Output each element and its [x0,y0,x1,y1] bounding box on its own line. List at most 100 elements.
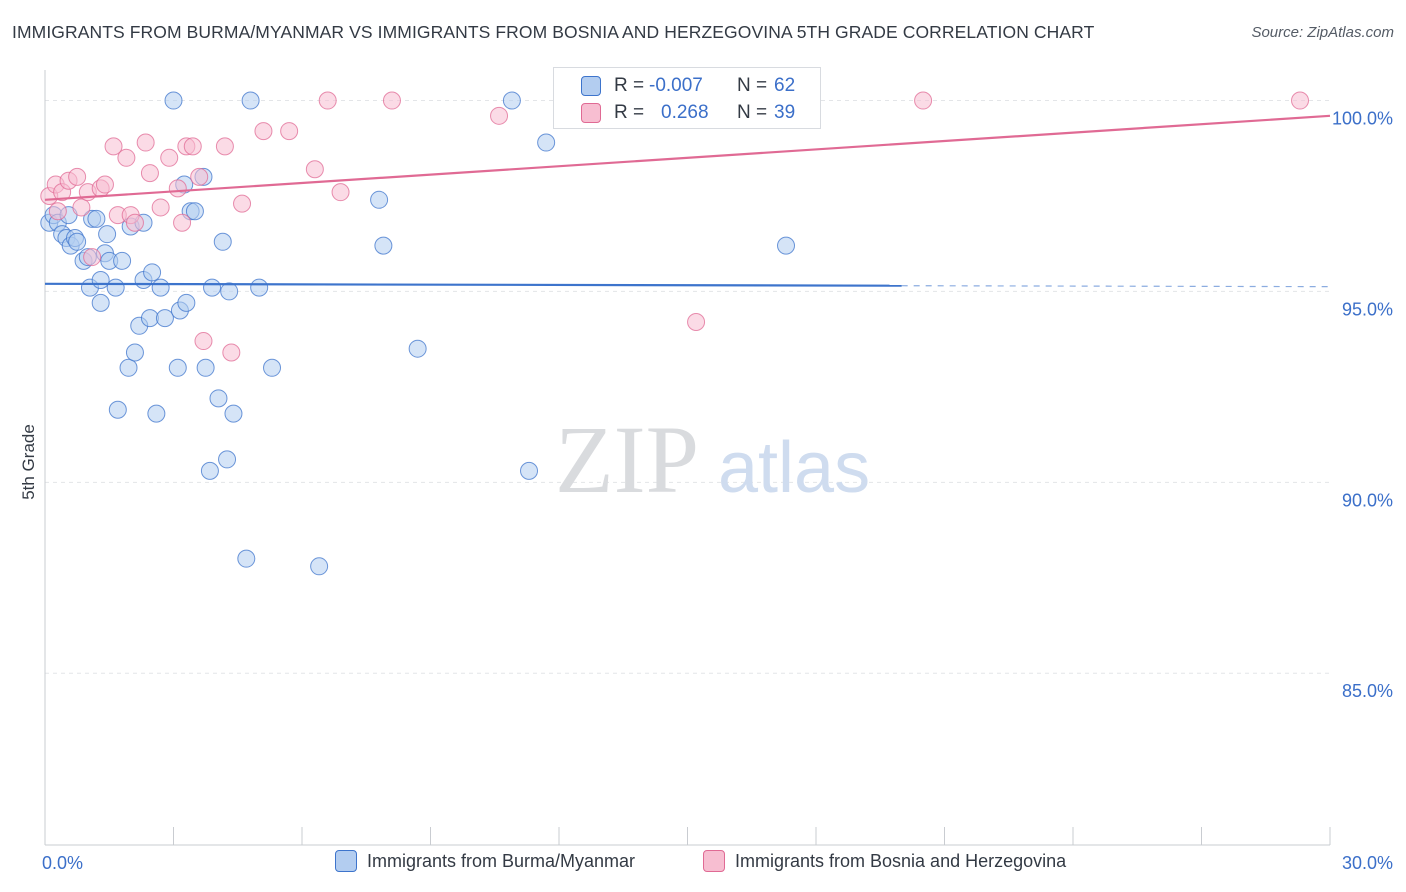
bosnia-trend-line [44,114,1331,201]
chart-title: IMMIGRANTS FROM BURMA/MYANMAR VS IMMIGRA… [12,22,1095,42]
burma-point-19 [106,278,125,297]
bosnia-point-10 [104,137,123,156]
bosnia-r-label: R = [614,102,645,123]
series-bosnia-points [40,91,1310,362]
bosnia-point-24 [194,332,213,351]
burma-swatch-icon [581,76,601,96]
bosnia-point-34 [490,106,509,125]
bosnia-point-33 [382,91,401,110]
burma-point-46 [218,450,237,469]
bosnia-r-value: 0.268 [661,102,709,123]
bosnia-point-9 [95,175,114,194]
bosnia-point-38 [48,202,67,221]
burma-point-22 [119,358,138,377]
burma-point-32 [155,309,174,328]
burma-point-43 [203,278,222,297]
bosnia-point-35 [687,312,706,331]
bosnia-point-14 [125,213,144,232]
burma-point-13 [87,209,106,228]
trend-lines [44,114,1331,288]
bosnia-point-12 [117,148,136,167]
burma-n-label: N = [737,75,768,96]
burma-point-61 [777,236,796,255]
y-tick-label-3: 85.0% [1342,681,1393,701]
bosnia-point-36 [914,91,933,110]
burma-point-58 [520,461,539,480]
bosnia-point-31 [318,91,337,110]
x-tick-label-0: 0.0% [42,853,83,873]
burma-point-51 [250,278,269,297]
bosnia-n-value: 39 [774,102,796,123]
bosnia-point-15 [136,133,155,152]
burma-point-34 [168,358,187,377]
burma-point-39 [185,202,204,221]
bosnia-point-32 [331,183,350,202]
burma-point-21 [113,251,132,270]
burma-point-14 [91,270,110,289]
burma-point-17 [98,225,117,244]
bosnia-swatch-icon [581,103,601,123]
burma-point-20 [108,400,127,419]
legend-bosnia-label: Immigrants from Bosnia and Herzegovina [735,850,1067,871]
burma-trend-extension [901,285,1331,288]
bosnia-point-26 [222,343,241,362]
burma-r-value: -0.007 [649,75,703,96]
bosnia-point-25 [215,137,234,156]
burma-point-47 [220,282,239,301]
burma-point-54 [370,190,389,209]
burma-point-56 [408,339,427,358]
burma-point-8 [68,232,87,251]
legend-burma-swatch-icon [335,850,357,872]
burma-point-41 [196,358,215,377]
x-tick-label-1: 30.0% [1342,853,1393,873]
bosnia-point-7 [83,248,102,267]
bosnia-point-18 [160,148,179,167]
burma-point-52 [263,358,282,377]
y-tick-label-2: 90.0% [1342,490,1393,510]
legend-burma-label: Immigrants from Burma/Myanmar [367,850,636,871]
burma-point-24 [125,343,144,362]
bosnia-point-17 [151,198,170,217]
burma-point-29 [143,263,162,282]
burma-point-50 [241,91,260,110]
bosnia-point-29 [280,122,299,141]
burma-n-value: 62 [774,75,796,96]
burma-r-label: R = [614,75,645,96]
burma-point-30 [147,404,166,423]
bosnia-point-23 [190,167,209,186]
burma-point-15 [91,293,110,312]
burma-point-28 [140,309,159,328]
watermark-atlas: atlas [718,428,870,508]
legend-bosnia-swatch-icon [703,850,725,872]
burma-point-33 [164,91,183,110]
burma-point-55 [374,236,393,255]
source-label: Source: ZipAtlas.com [1251,24,1394,41]
bosnia-point-28 [254,122,273,141]
bosnia-point-20 [173,213,192,232]
burma-point-31 [151,278,170,297]
bosnia-point-22 [183,137,202,156]
bosnia-point-19 [168,179,187,198]
burma-point-59 [537,133,556,152]
burma-point-49 [237,549,256,568]
bosnia-point-30 [305,160,324,179]
burma-point-57 [502,91,521,110]
legend-item-burma[interactable]: Immigrants from Burma/Myanmar [335,850,635,872]
bosnia-point-37 [1291,91,1310,110]
burma-trend-line [44,282,902,287]
bosnia-point-4 [68,167,87,186]
y-tick-label-1: 95.0% [1342,299,1393,319]
burma-point-37 [177,293,196,312]
burma-point-53 [310,557,329,576]
burma-point-45 [213,232,232,251]
burma-point-48 [224,404,243,423]
y-tick-label-0: 100.0% [1332,109,1393,129]
correlation-stats-box: R = -0.007 N = 62 R = 0.268 N = 39 [553,67,821,129]
watermark-zip: ZIP [555,406,699,513]
bosnia-point-16 [140,164,159,183]
legend-item-bosnia[interactable]: Immigrants from Bosnia and Herzegovina [703,850,1066,872]
legend: Immigrants from Burma/Myanmar Immigrants… [0,850,1406,880]
bosnia-point-5 [72,198,91,217]
tick-labels: 100.0% 95.0% 90.0% 85.0% 0.0% 30.0% [42,109,1393,873]
